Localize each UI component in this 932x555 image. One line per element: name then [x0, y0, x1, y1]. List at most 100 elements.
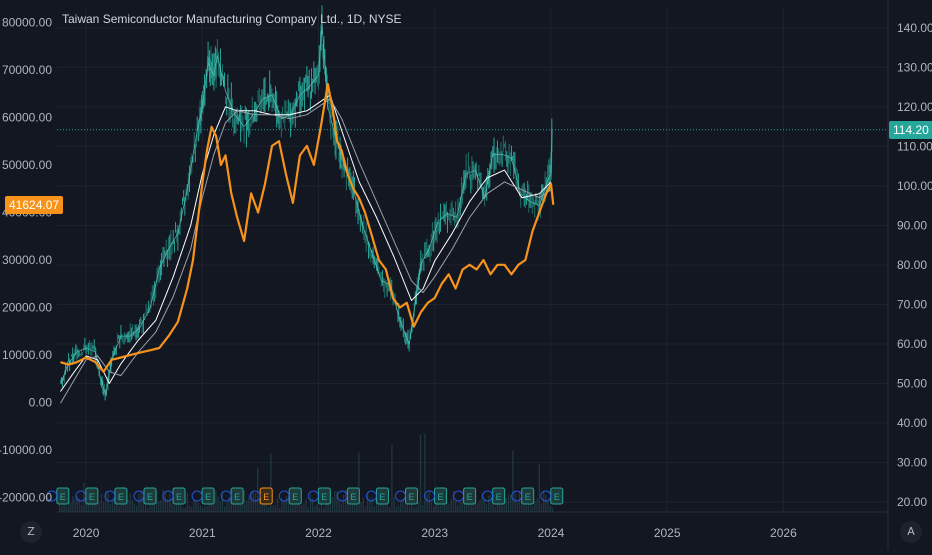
volume-bar — [545, 494, 547, 512]
moving-average-line — [60, 98, 552, 404]
auto-scale-left-button[interactable]: Z — [20, 521, 42, 543]
volume-bar — [250, 491, 252, 512]
volume-bar — [215, 491, 217, 512]
volume-bar — [391, 444, 393, 512]
volume-bar — [340, 504, 342, 512]
volume-bar — [505, 498, 507, 512]
left-axis-tick-label: 20000.00 — [2, 301, 52, 315]
right-axis-tick-label: 90.00 — [897, 218, 927, 232]
volume-bar — [85, 500, 87, 512]
volume-bar — [312, 498, 314, 512]
volume-bar — [235, 500, 237, 512]
left-axis-tick-label: 0.00 — [29, 396, 53, 410]
volume-bar — [305, 498, 307, 512]
volume-bar — [411, 499, 413, 512]
volume-bar — [393, 496, 395, 512]
x-axis-tick-label: 2020 — [73, 526, 100, 540]
auto-scale-right-button[interactable]: A — [900, 521, 922, 543]
volume-bar — [173, 505, 175, 512]
volume-bar — [263, 498, 265, 512]
volume-bar — [116, 503, 118, 512]
volume-bar — [485, 503, 488, 512]
earnings-letter: E — [438, 492, 444, 502]
dividend-dot — [336, 490, 348, 502]
volume-bar — [254, 493, 257, 512]
volume-bar — [188, 505, 191, 512]
earnings-letter: E — [554, 492, 560, 502]
volume-bar — [499, 499, 501, 512]
volume-bar — [186, 493, 188, 512]
volume-bar — [67, 497, 70, 512]
left-axis-tick-label: 60000.00 — [2, 110, 52, 124]
volume-bar — [59, 499, 61, 512]
volume-bar — [461, 502, 463, 512]
volume-bar — [422, 504, 424, 512]
earnings-marker-icon: E — [249, 487, 273, 505]
volume-bar — [389, 507, 391, 512]
earnings-letter: E — [525, 492, 531, 502]
volume-bar — [107, 492, 109, 512]
volume-bar — [477, 503, 479, 512]
volume-bar — [371, 497, 373, 512]
volume-bar — [516, 502, 518, 512]
volume-bar — [463, 500, 466, 512]
earnings-letter: E — [176, 492, 182, 502]
earnings-marker-icon: E — [162, 487, 186, 505]
right-axis-tick-label: 110.00 — [897, 139, 932, 153]
volume-bar — [457, 505, 459, 512]
right-axis-tick-label: 50.00 — [897, 377, 927, 391]
left-axis-tick-label: 50000.00 — [2, 158, 52, 172]
volume-bar — [136, 505, 138, 512]
volume-bar — [81, 504, 83, 512]
dividend-dot — [220, 490, 232, 502]
volume-bar — [408, 506, 411, 512]
volume-bar — [345, 490, 347, 512]
volume-bar — [338, 500, 340, 512]
volume-bar — [327, 503, 329, 512]
volume-bar — [160, 500, 162, 512]
volume-bar — [382, 500, 384, 512]
volume-bars — [59, 433, 554, 512]
dividend-dot — [511, 490, 523, 502]
volume-bar — [455, 501, 457, 512]
volume-bar — [274, 504, 276, 512]
volume-bar — [184, 507, 186, 512]
volume-bar — [164, 492, 166, 512]
earnings-letter: E — [118, 492, 124, 502]
volume-bar — [208, 500, 210, 512]
volume-bar — [100, 494, 103, 512]
dividend-dot — [278, 490, 290, 502]
left-axis-tick-label: -20000.00 — [0, 491, 52, 505]
earnings-letter: E — [321, 492, 327, 502]
volume-bar — [89, 498, 92, 512]
volume-bar — [219, 501, 221, 512]
earnings-letter: E — [408, 492, 414, 502]
volume-bar — [474, 503, 477, 512]
volume-bar — [239, 499, 241, 512]
volume-bar — [413, 507, 415, 512]
earnings-letter: E — [60, 492, 66, 502]
volume-bar — [397, 505, 400, 512]
volume-bar — [193, 499, 195, 512]
volume-bar — [369, 498, 371, 512]
volume-bar — [133, 503, 136, 512]
volume-bar — [131, 500, 133, 512]
dividend-dot — [191, 490, 203, 502]
earnings-letter: E — [89, 492, 95, 502]
volume-bar — [435, 501, 437, 512]
volume-bar — [428, 491, 430, 512]
volume-bar — [503, 499, 505, 512]
volume-bar — [512, 450, 514, 512]
volume-bar — [479, 500, 481, 512]
volume-bar — [158, 501, 160, 512]
dividend-dot — [162, 490, 174, 502]
x-axis: 2020 2021 2022 2023 2024 2025 2026 — [73, 526, 797, 540]
dividend-dot — [307, 490, 319, 502]
earnings-letter: E — [234, 492, 240, 502]
spread-line — [60, 83, 555, 373]
volume-bar — [281, 498, 283, 512]
volume-bar — [283, 500, 285, 512]
